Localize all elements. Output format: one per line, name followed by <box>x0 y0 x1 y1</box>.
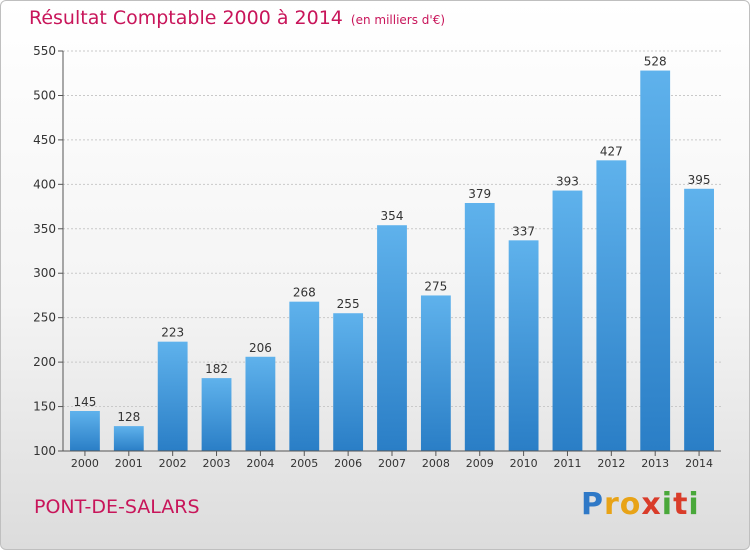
x-tick-label: 2013 <box>641 457 669 470</box>
x-tick-label: 2001 <box>115 457 143 470</box>
data-label: 255 <box>337 297 360 311</box>
proxiti-logo: Proxiti <box>581 487 700 522</box>
x-tick-label: 2005 <box>290 457 318 470</box>
y-tick-label: 150 <box>33 400 56 414</box>
x-tick-label: 2012 <box>597 457 625 470</box>
bar <box>552 190 583 452</box>
x-tick-label: 2008 <box>422 457 450 470</box>
bar <box>508 240 539 451</box>
bar <box>684 188 714 451</box>
bar <box>596 160 627 452</box>
x-tick-label: 2006 <box>334 457 362 470</box>
x-tick-label: 2009 <box>466 457 494 470</box>
y-tick-label: 200 <box>33 355 56 369</box>
chart-subtitle: (en milliers d'€) <box>350 13 446 27</box>
x-tick-label: 2004 <box>246 457 274 470</box>
x-tick-label: 2002 <box>159 457 187 470</box>
bar <box>113 426 144 451</box>
data-label: 379 <box>468 187 491 201</box>
logo-letter: i <box>688 487 700 522</box>
logo-letter: o <box>619 487 642 522</box>
logo-letter: t <box>673 487 689 522</box>
logo-letter: i <box>661 487 674 522</box>
data-label: 393 <box>556 175 579 189</box>
logo-letter: r <box>604 487 620 522</box>
bar <box>333 313 364 451</box>
x-tick-label: 2007 <box>378 457 406 470</box>
chart-title-text: Résultat Comptable 2000 à 2014 <box>29 7 343 29</box>
bar <box>70 411 100 451</box>
data-label: 395 <box>688 173 711 187</box>
data-label: 206 <box>249 341 272 355</box>
y-tick-label: 250 <box>33 311 56 325</box>
bar <box>640 70 671 452</box>
x-tick-label: 2003 <box>203 457 231 470</box>
bars <box>70 70 714 452</box>
x-tick-label: 2010 <box>510 457 538 470</box>
bar <box>420 295 451 451</box>
data-label: 427 <box>600 144 623 158</box>
bar <box>289 301 320 451</box>
bar <box>464 203 495 451</box>
data-label: 182 <box>205 362 228 376</box>
bar <box>157 341 188 451</box>
data-label: 268 <box>293 286 316 300</box>
data-label: 528 <box>644 55 667 69</box>
y-tick-label: 100 <box>33 444 56 458</box>
bar <box>201 378 232 451</box>
data-label: 145 <box>73 395 96 409</box>
data-label: 128 <box>117 410 140 424</box>
x-tick-label: 2014 <box>685 457 713 470</box>
axes <box>58 50 721 456</box>
data-label: 337 <box>512 224 535 238</box>
x-tick-label: 2011 <box>553 457 581 470</box>
data-label: 275 <box>424 279 447 293</box>
data-label: 354 <box>381 209 404 223</box>
labels: 100 150 200 250 300 350 400 450 500 550 145 2000 128… <box>33 44 713 470</box>
town-name: PONT-DE-SALARS <box>34 496 200 518</box>
y-tick-label: 350 <box>33 222 56 236</box>
bar <box>377 225 407 451</box>
y-tick-label: 450 <box>33 133 56 147</box>
logo-letter: P <box>581 487 604 522</box>
y-tick-label: 300 <box>33 266 56 280</box>
bar <box>245 356 276 451</box>
y-tick-label: 400 <box>33 177 56 191</box>
y-tick-label: 500 <box>33 88 56 102</box>
data-label: 223 <box>161 326 184 340</box>
logo-letter: x <box>641 487 662 522</box>
y-tick-label: 550 <box>33 44 56 58</box>
chart-title: Résultat Comptable 2000 à 2014 (en millie… <box>29 7 445 29</box>
x-tick-label: 2000 <box>71 457 99 470</box>
